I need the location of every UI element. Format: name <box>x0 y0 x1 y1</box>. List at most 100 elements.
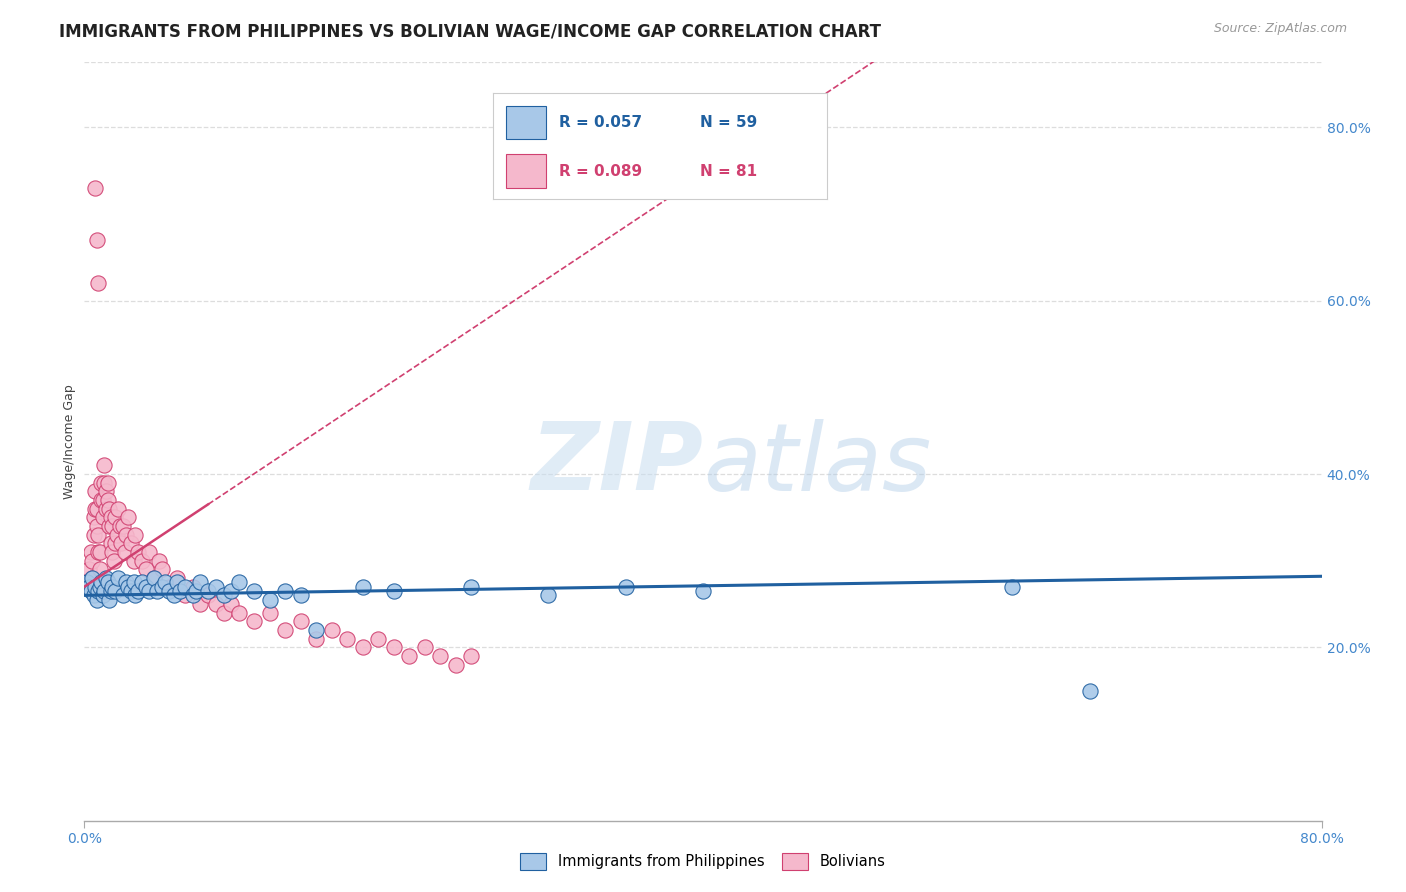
Point <box>112 588 135 602</box>
Point <box>153 575 176 590</box>
Point <box>159 584 180 599</box>
Point <box>398 648 420 663</box>
Point <box>228 606 250 620</box>
Point <box>274 584 297 599</box>
Point <box>84 181 107 195</box>
Point <box>100 584 122 599</box>
Point <box>122 575 145 590</box>
Point <box>87 545 110 559</box>
Point <box>89 580 111 594</box>
Point <box>93 458 115 473</box>
Point <box>184 584 207 599</box>
Point <box>124 527 146 541</box>
Point <box>219 597 242 611</box>
Point <box>243 615 266 629</box>
Point <box>429 648 451 663</box>
Point <box>84 484 107 499</box>
Point <box>94 501 117 516</box>
Point <box>79 584 101 599</box>
Point <box>117 580 139 594</box>
Point <box>460 648 482 663</box>
Point <box>150 562 173 576</box>
Point <box>197 588 219 602</box>
Point <box>122 554 145 568</box>
Point <box>290 588 312 602</box>
Point <box>104 584 127 599</box>
Point <box>117 510 139 524</box>
Point <box>89 545 111 559</box>
Point <box>143 571 166 585</box>
Point <box>90 575 112 590</box>
Point <box>124 588 146 602</box>
Legend: Immigrants from Philippines, Bolivians: Immigrants from Philippines, Bolivians <box>515 847 891 876</box>
Point <box>460 580 482 594</box>
Point <box>91 493 114 508</box>
Point <box>174 580 197 594</box>
Point <box>120 536 142 550</box>
Point <box>127 584 149 599</box>
Point <box>274 623 297 637</box>
Point <box>115 527 138 541</box>
Point <box>169 584 191 599</box>
Point <box>181 588 204 602</box>
Point <box>305 623 328 637</box>
Point <box>77 580 100 594</box>
Point <box>243 584 266 599</box>
Point <box>305 632 328 646</box>
Point <box>94 484 117 499</box>
Point <box>131 554 153 568</box>
Point <box>90 493 112 508</box>
Point <box>150 580 173 594</box>
Text: Source: ZipAtlas.com: Source: ZipAtlas.com <box>1213 22 1347 36</box>
Point <box>77 580 100 594</box>
Text: atlas: atlas <box>703 418 931 510</box>
Point <box>83 588 105 602</box>
Point <box>94 571 117 585</box>
Point <box>98 592 121 607</box>
Point <box>103 554 125 568</box>
Point <box>82 571 104 585</box>
Y-axis label: Wage/Income Gap: Wage/Income Gap <box>63 384 76 499</box>
Point <box>115 575 138 590</box>
Point <box>101 545 124 559</box>
Point <box>87 277 110 291</box>
Point <box>259 606 281 620</box>
Point <box>367 632 389 646</box>
Point <box>104 536 127 550</box>
Point <box>96 493 118 508</box>
Point <box>228 575 250 590</box>
Point <box>91 588 114 602</box>
Point <box>86 233 108 247</box>
Point <box>93 475 115 490</box>
Point <box>77 562 100 576</box>
Point <box>90 475 112 490</box>
Point <box>114 545 136 559</box>
Text: ZIP: ZIP <box>530 418 703 510</box>
Point <box>352 640 374 655</box>
Point <box>100 536 122 550</box>
Point <box>212 606 235 620</box>
Point <box>352 580 374 594</box>
Point <box>444 657 467 672</box>
Point <box>82 554 104 568</box>
Point <box>107 571 129 585</box>
Point <box>135 562 157 576</box>
Point <box>96 575 118 590</box>
Point <box>1078 683 1101 698</box>
Point <box>98 501 121 516</box>
Point <box>87 527 110 541</box>
Point <box>101 580 124 594</box>
Point <box>413 640 436 655</box>
Point <box>120 584 142 599</box>
Point <box>127 545 149 559</box>
Point <box>82 571 104 585</box>
Point <box>259 592 281 607</box>
Point <box>93 584 115 599</box>
Point <box>146 584 169 599</box>
Point <box>382 584 405 599</box>
Point <box>100 510 122 524</box>
Point <box>83 510 105 524</box>
Point <box>159 580 180 594</box>
Point <box>135 580 157 594</box>
Point <box>105 527 128 541</box>
